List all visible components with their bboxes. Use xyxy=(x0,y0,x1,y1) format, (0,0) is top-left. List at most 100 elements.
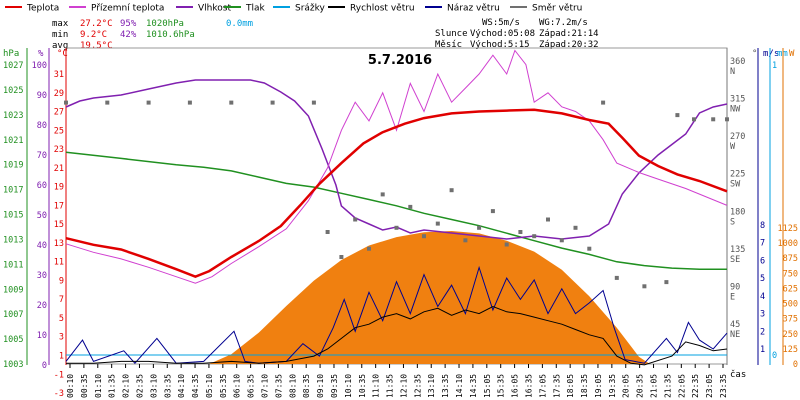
ms-tick-0: 8 xyxy=(760,221,765,231)
w-tick-4: 625 xyxy=(783,284,798,294)
wind-dir-point-3 xyxy=(187,100,192,105)
unit-ms: m/s xyxy=(763,49,779,59)
x-tick-39: 19:35 xyxy=(608,374,617,398)
ms-tick-5: 3 xyxy=(760,310,765,320)
temp-tick-9: 13 xyxy=(54,239,64,249)
stat-min-humidity: 42% xyxy=(120,30,137,40)
series-humidity xyxy=(65,79,728,240)
legend-label-2: Vlhkost xyxy=(198,4,231,14)
wind-dir-point-17 xyxy=(463,238,468,243)
x-tick-8: 04:10 xyxy=(177,374,186,398)
stats-block: max 27.2°C 95% 1020hPa 0.0mm min 9.2°C 4… xyxy=(52,19,253,51)
ms-tick-4: 4 xyxy=(760,292,765,302)
hpa-tick-10: 1007 xyxy=(3,310,23,320)
stat-min-label: min xyxy=(52,30,68,40)
wind-dir-point-19 xyxy=(490,209,495,214)
plot-layer xyxy=(64,49,729,366)
info-moon-set: Západ:20:32 xyxy=(539,40,599,50)
pct-tick-4: 60 xyxy=(37,181,47,191)
stat-max-temp: 27.2°C xyxy=(80,19,113,29)
dir-label-4: S xyxy=(730,217,735,227)
dir-label-0: N xyxy=(730,67,735,77)
w-tick-3: 750 xyxy=(783,269,798,279)
x-tick-6: 03:10 xyxy=(149,374,158,398)
x-tick-10: 05:10 xyxy=(205,374,214,398)
unit-temp: °C xyxy=(57,49,68,59)
wind-dir-point-4 xyxy=(229,100,234,105)
x-tick-42: 21:05 xyxy=(650,374,659,398)
dir-tick-6: 90 xyxy=(730,282,740,292)
dir-label-3: SW xyxy=(730,180,741,190)
wind-dir-point-8 xyxy=(339,255,344,259)
hpa-tick-5: 1017 xyxy=(3,186,23,196)
pct-tick-0: 100 xyxy=(32,61,47,71)
x-tick-27: 13:35 xyxy=(441,374,450,398)
wind-dir-point-30 xyxy=(664,280,669,285)
wind-dir-point-1 xyxy=(105,100,110,105)
w-tick-0: 1125 xyxy=(778,224,798,234)
dir-label-5: SE xyxy=(730,255,740,265)
w-tick-2: 875 xyxy=(783,254,798,264)
wind-dir-point-5 xyxy=(270,100,275,105)
wind-dir-point-6 xyxy=(311,100,316,105)
pct-tick-9: 10 xyxy=(37,331,47,341)
dir-tick-1: 315 xyxy=(730,95,745,105)
ms-tick-6: 2 xyxy=(760,327,765,337)
stat-max-pressure: 1020hPa xyxy=(146,19,184,29)
info-ws: WS:5m/s xyxy=(482,18,520,28)
wind-dir-point-29 xyxy=(642,284,647,289)
x-tick-34: 17:05 xyxy=(538,374,547,398)
legend-label-3: Tlak xyxy=(245,4,266,14)
wind-dir-point-32 xyxy=(692,117,696,122)
dir-label-1: NW xyxy=(730,105,741,115)
x-tick-30: 15:05 xyxy=(483,374,492,398)
dir-label-7: NE xyxy=(730,330,740,340)
hpa-tick-8: 1011 xyxy=(3,260,23,270)
wind-dir-point-7 xyxy=(325,230,330,234)
ms-tick-1: 7 xyxy=(760,239,765,249)
pct-tick-7: 30 xyxy=(37,271,47,281)
wind-dir-point-12 xyxy=(394,225,399,230)
x-tick-1: 00:35 xyxy=(80,374,89,398)
info-sun-label: Slunce xyxy=(435,29,468,39)
dir-tick-0: 360 xyxy=(730,57,745,67)
x-tick-45: 22:35 xyxy=(691,374,700,398)
w-tick-8: 125 xyxy=(783,345,798,355)
info-sun-set: Západ:21:14 xyxy=(539,29,599,39)
x-tick-32: 16:05 xyxy=(511,374,520,398)
legend-label-4: Srážky xyxy=(295,4,326,14)
temp-tick-7: 17 xyxy=(54,201,64,211)
mm-tick-1: 0 xyxy=(772,351,777,361)
temp-tick-5: 21 xyxy=(54,164,64,174)
stat-max-humidity: 95% xyxy=(120,19,137,29)
hpa-tick-1: 1025 xyxy=(3,86,23,96)
temp-tick-2: 27 xyxy=(54,108,64,118)
pct-tick-3: 70 xyxy=(37,151,47,161)
wind-dir-point-34 xyxy=(725,117,729,122)
dir-label-2: W xyxy=(730,142,736,152)
wind-dir-point-25 xyxy=(573,225,578,230)
info-moon-rise: Východ:5:15 xyxy=(470,40,530,50)
x-tick-14: 07:10 xyxy=(261,374,270,398)
wind-dir-point-10 xyxy=(367,246,371,251)
w-tick-6: 375 xyxy=(783,315,798,325)
dir-tick-4: 180 xyxy=(730,207,745,217)
pct-tick-8: 20 xyxy=(37,301,47,311)
x-tick-17: 08:35 xyxy=(302,374,311,398)
ms-tick-3: 5 xyxy=(760,274,765,284)
x-tick-38: 19:05 xyxy=(594,374,603,398)
x-tick-26: 13:10 xyxy=(427,374,436,398)
x-tick-16: 08:10 xyxy=(288,374,297,398)
pct-tick-2: 80 xyxy=(37,121,47,131)
x-tick-41: 20:35 xyxy=(636,374,645,398)
wind-dir-point-20 xyxy=(504,242,509,247)
wind-dir-point-31 xyxy=(675,113,680,118)
x-tick-31: 15:35 xyxy=(497,374,506,398)
unit-labels: hPa % °C ° m/s mm W xyxy=(3,49,795,59)
temp-tick-17: -3 xyxy=(54,389,64,399)
wind-dir-point-2 xyxy=(146,100,151,105)
stat-max-rain: 0.0mm xyxy=(226,19,253,29)
x-tick-35: 17:35 xyxy=(552,374,561,398)
temp-tick-12: 7 xyxy=(59,295,64,305)
temp-tick-14: 3 xyxy=(59,333,64,343)
